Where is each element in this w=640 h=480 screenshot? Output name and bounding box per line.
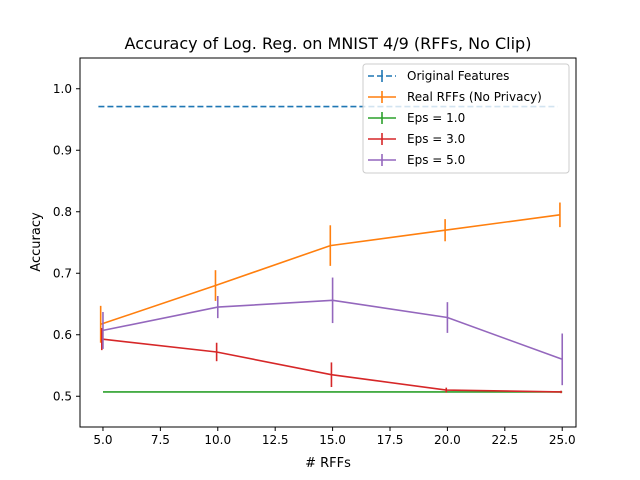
x-tick-label: 25.0	[549, 433, 576, 447]
series-3	[101, 327, 562, 394]
x-tick-label: 22.5	[491, 433, 518, 447]
y-tick-label: 0.9	[53, 143, 72, 157]
chart-title: Accuracy of Log. Reg. on MNIST 4/9 (RFFs…	[125, 34, 532, 53]
legend-label: Real RFFs (No Privacy)	[407, 90, 542, 104]
x-tick-label: 5.0	[93, 433, 112, 447]
x-tick-label: 10.0	[204, 433, 231, 447]
series-1	[99, 202, 561, 343]
legend-entry: Original Features	[368, 69, 509, 83]
legend-entry: Eps = 1.0	[368, 111, 465, 125]
y-tick-label: 0.8	[53, 205, 72, 219]
legend-entry: Eps = 5.0	[368, 153, 465, 167]
x-tick-label: 15.0	[319, 433, 346, 447]
legend-box	[362, 63, 570, 174]
legend-entry: Real RFFs (No Privacy)	[368, 90, 542, 104]
y-tick-label: 0.7	[53, 266, 72, 280]
legend-entry: Eps = 3.0	[368, 132, 465, 146]
x-axis-label: # RFFs	[305, 456, 351, 471]
x-tick-label: 20.0	[434, 433, 461, 447]
legend: Original Features Real RFFs (No Privacy) E…	[362, 63, 570, 174]
x-tick-label: 7.5	[151, 433, 170, 447]
series-layer	[98, 105, 564, 394]
y-tick-label: 0.6	[53, 328, 72, 342]
y-tick-label: 1.0	[53, 82, 72, 96]
series-4	[102, 277, 564, 386]
plot-border	[79, 57, 577, 428]
legend-label: Eps = 5.0	[407, 153, 465, 167]
legend-label: Eps = 1.0	[407, 111, 465, 125]
y-axis-label: Accuracy	[29, 212, 44, 272]
y-tick-label: 0.5	[53, 389, 72, 403]
x-tick-label: 12.5	[262, 433, 289, 447]
legend-label: Original Features	[407, 69, 509, 83]
x-axis: 5.0 7.5 10.0 12.5 15.0 17.5 20.0 22.5 25.0	[93, 427, 576, 447]
legend-label: Eps = 3.0	[407, 132, 465, 146]
y-axis: 0.5 0.6 0.7 0.8 0.9 1.0	[53, 82, 80, 403]
x-tick-label: 17.5	[377, 433, 404, 447]
